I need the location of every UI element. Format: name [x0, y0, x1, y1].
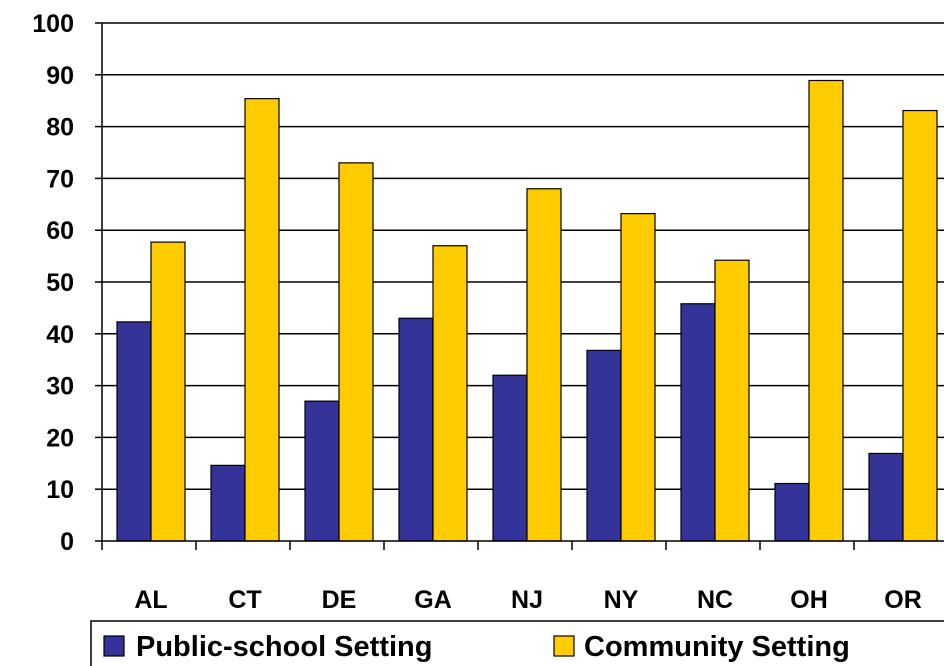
bar-community-NY: [620, 213, 656, 542]
bar-public-school-AL: [116, 321, 152, 542]
bar-community-OR: [902, 109, 938, 542]
legend-label-public-school: Public-school Setting: [136, 631, 432, 663]
y-tick-label: 50: [46, 269, 74, 297]
y-tick-label: 90: [46, 62, 74, 90]
x-tick-label-AL: AL: [134, 586, 167, 614]
bar-public-school-NJ: [492, 374, 528, 542]
x-tick-label-NJ: NJ: [511, 586, 543, 614]
bar-community-CT: [244, 98, 280, 542]
legend-swatch-community: [553, 635, 575, 657]
x-tick-label-DE: DE: [322, 586, 357, 614]
bar-community-NJ: [526, 188, 562, 542]
bar-community-OH: [808, 79, 844, 542]
y-tick-label: 20: [46, 424, 74, 452]
legend: Public-school Setting Community Setting: [90, 620, 944, 666]
legend-swatch-public-school: [103, 635, 125, 657]
legend-box: [90, 620, 944, 666]
y-tick-labels: 0 10 20 30 40 50 60 70 80 90 100: [32, 10, 74, 556]
bar-public-school-GA: [398, 317, 434, 542]
x-tick-label-OH: OH: [790, 586, 828, 614]
y-tick-label: 60: [46, 217, 74, 245]
x-tick-label-NC: NC: [697, 586, 733, 614]
y-tick-label: 0: [60, 528, 74, 556]
y-tick-label: 100: [32, 10, 74, 38]
bar-public-school-NC: [680, 303, 716, 542]
y-tick-label: 80: [46, 114, 74, 142]
legend-label-community: Community Setting: [584, 631, 850, 663]
bar-public-school-OH: [774, 482, 810, 542]
y-tick-label: 40: [46, 321, 74, 349]
x-tick-label-NY: NY: [604, 586, 639, 614]
y-tick-label: 30: [46, 373, 74, 401]
x-tick-labels: AL CT DE GA NJ NY NC OH OR: [134, 586, 921, 614]
y-tick-label: 70: [46, 165, 74, 193]
bar-public-school-NY: [586, 349, 622, 542]
bar-community-GA: [432, 245, 468, 542]
bar-public-school-CT: [210, 464, 246, 542]
axes: [95, 22, 944, 550]
y-tick-label: 10: [46, 476, 74, 504]
bar-community-NC: [714, 259, 750, 542]
bars: [116, 79, 938, 542]
bar-community-DE: [338, 162, 374, 542]
bar-community-AL: [150, 241, 186, 542]
x-tick-label-OR: OR: [884, 586, 922, 614]
gridlines: [102, 22, 944, 490]
bar-public-school-DE: [304, 400, 340, 542]
x-tick-label-GA: GA: [414, 586, 452, 614]
bar-public-school-OR: [868, 452, 904, 542]
x-tick-label-CT: CT: [228, 586, 261, 614]
